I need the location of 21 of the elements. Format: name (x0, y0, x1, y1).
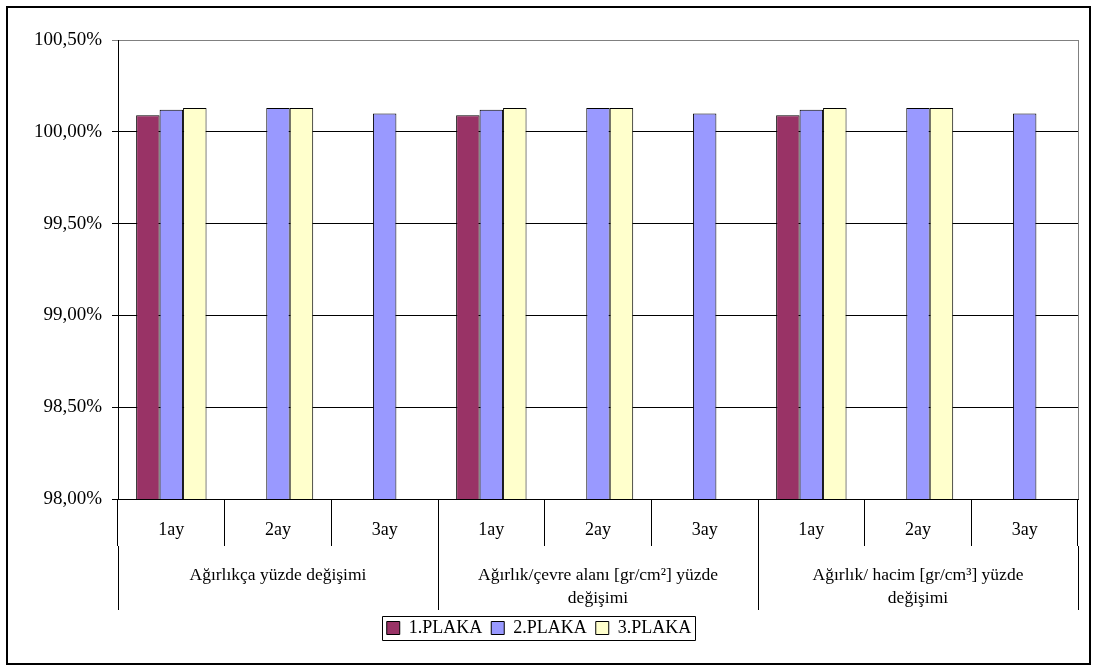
x-tick-label: 3ay (371, 518, 398, 539)
y-tick-label: 98,50% (43, 395, 103, 417)
text: Ağırlıkça yüzde değişimi (189, 563, 367, 584)
x-tick-label: 3ay (1011, 518, 1038, 539)
x-tick-label: 2ay (265, 518, 291, 539)
y-tick-label: 99,50% (43, 211, 103, 233)
x-tick-label: 1ay (478, 518, 505, 539)
x-tick-label: 3ay (691, 518, 718, 539)
x-tick-label: 2ay (905, 518, 931, 539)
y-tick-label: 98,00% (43, 486, 103, 508)
text: Ağırlık/çevre alanı [gr/cm²] yüzde değişimi (478, 563, 719, 607)
x-tick-label: 1ay (798, 518, 825, 539)
legend-label: 2.PLAKA (513, 616, 587, 637)
x-tick-label: 1ay (158, 518, 185, 539)
legend-label: 1.PLAKA (408, 616, 483, 637)
text: Ağırlık/ hacim [gr/cm³] yüzde değişimi (812, 563, 1024, 607)
legend-label: 3.PLAKA (617, 616, 692, 637)
y-tick-label: 99,00% (43, 303, 103, 325)
y-tick-label: 100,00% (33, 119, 103, 141)
x-tick-label: 2ay (585, 518, 611, 539)
y-tick-label: 100,50% (33, 27, 103, 49)
